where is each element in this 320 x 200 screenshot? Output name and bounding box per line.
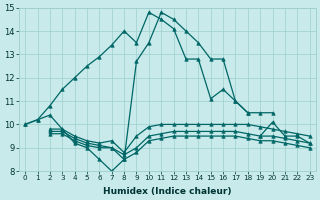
X-axis label: Humidex (Indice chaleur): Humidex (Indice chaleur) [103, 187, 232, 196]
